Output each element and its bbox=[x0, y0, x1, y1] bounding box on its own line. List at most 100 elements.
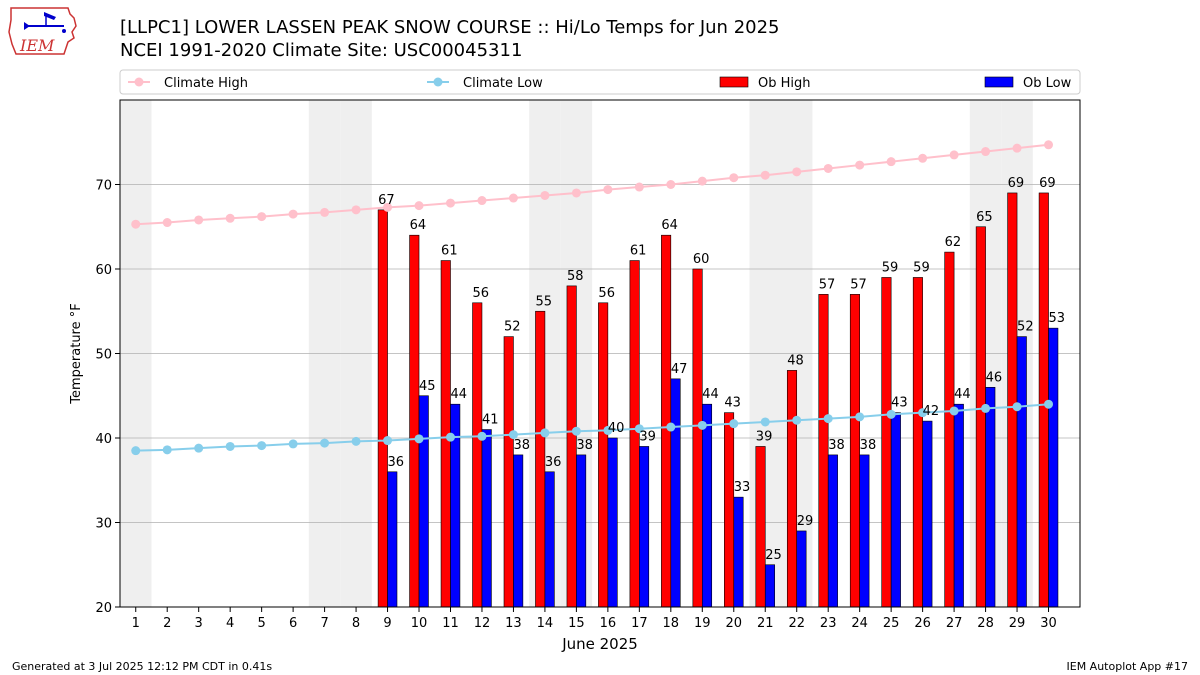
ob-low-bar bbox=[827, 454, 838, 608]
x-axis-label: June 2025 bbox=[561, 635, 638, 653]
climate-low-point bbox=[131, 446, 141, 456]
ob-high-value-label: 56 bbox=[473, 286, 490, 301]
ob-high-value-label: 52 bbox=[504, 320, 521, 335]
x-tick-label: 6 bbox=[289, 616, 297, 631]
legend-box bbox=[119, 69, 1081, 95]
ob-high-bar bbox=[755, 446, 766, 608]
x-tick-label: 11 bbox=[442, 616, 459, 631]
climate-low-point bbox=[414, 434, 424, 444]
ob-low-value-label: 38 bbox=[576, 438, 593, 453]
ob-high-bar bbox=[786, 370, 798, 608]
ob-high-value-label: 61 bbox=[630, 244, 647, 259]
ob-high-bar bbox=[692, 268, 703, 608]
ob-low-bar bbox=[796, 530, 807, 608]
ob-high-bar bbox=[944, 251, 955, 608]
climate-low-point bbox=[225, 441, 235, 451]
ob-low-bar bbox=[1016, 336, 1027, 608]
x-tick-label: 20 bbox=[725, 616, 742, 631]
climate-high-point bbox=[571, 188, 581, 198]
legend-ob-low-swatch bbox=[984, 76, 1014, 88]
climate-high-point bbox=[288, 209, 298, 219]
climate-low-point bbox=[666, 422, 676, 432]
climate-high-point bbox=[792, 167, 802, 177]
climate-low-point bbox=[634, 424, 644, 434]
ob-high-bar bbox=[472, 302, 483, 608]
ob-high-bar bbox=[1007, 192, 1018, 608]
climate-high-point bbox=[508, 193, 518, 203]
ob-low-bar bbox=[607, 437, 618, 608]
climate-low-point bbox=[383, 436, 393, 446]
x-tick-label: 30 bbox=[1040, 616, 1057, 631]
logo-text: IEM bbox=[19, 36, 55, 55]
ob-low-value-label: 42 bbox=[923, 404, 940, 419]
climate-high-point bbox=[194, 215, 204, 225]
x-tick-label: 17 bbox=[631, 616, 648, 631]
climate-high-point bbox=[634, 182, 644, 192]
climate-low-line bbox=[135, 403, 1049, 452]
y-axis-label: Temperature °F bbox=[69, 303, 84, 404]
ob-low-bar bbox=[701, 403, 713, 608]
chart-title: [LLPC1] LOWER LASSEN PEAK SNOW COURSE ::… bbox=[120, 17, 780, 38]
climate-high-point bbox=[225, 213, 235, 223]
climate-high-point bbox=[729, 173, 739, 183]
climate-low-point bbox=[320, 438, 330, 448]
climate-low-point bbox=[823, 414, 833, 424]
ob-low-bar bbox=[985, 386, 996, 608]
x-tick-label: 10 bbox=[411, 616, 428, 631]
climate-high-point bbox=[666, 180, 676, 189]
app-note: IEM Autoplot App #17 bbox=[1066, 660, 1189, 673]
x-tick-label: 25 bbox=[883, 616, 900, 631]
ob-low-bar bbox=[859, 454, 870, 608]
ob-high-bar bbox=[377, 209, 388, 608]
climate-low-point bbox=[162, 445, 172, 455]
ob-high-value-label: 64 bbox=[661, 218, 678, 233]
ob-low-bar bbox=[1048, 327, 1059, 608]
x-tick-label: 23 bbox=[820, 616, 837, 631]
iem-logo: IEM bbox=[6, 4, 82, 64]
climate-high-point bbox=[445, 198, 455, 208]
climate-low-point bbox=[1012, 402, 1022, 412]
y-tick-label: 50 bbox=[95, 348, 112, 363]
climate-high-point bbox=[414, 201, 424, 211]
ob-high-bar bbox=[598, 302, 609, 608]
ob-low-bar bbox=[733, 496, 744, 608]
ob-low-value-label: 45 bbox=[419, 379, 436, 394]
ob-low-value-label: 36 bbox=[388, 455, 405, 470]
ob-low-bar bbox=[639, 446, 650, 608]
ob-high-value-label: 56 bbox=[598, 286, 615, 301]
legend-climate-high-marker bbox=[134, 77, 144, 87]
ob-high-value-label: 67 bbox=[378, 193, 395, 208]
ob-low-bar bbox=[922, 420, 933, 608]
x-tick-label: 28 bbox=[977, 616, 994, 631]
climate-low-point bbox=[445, 432, 455, 442]
climate-high-point bbox=[131, 219, 141, 229]
plot-frame bbox=[119, 99, 1081, 608]
ob-high-bar bbox=[535, 310, 546, 608]
ob-low-value-label: 44 bbox=[702, 387, 719, 402]
climate-low-point bbox=[508, 430, 518, 440]
climate-high-point bbox=[477, 196, 487, 206]
climate-low-point bbox=[571, 426, 581, 436]
x-tick-label: 8 bbox=[352, 616, 360, 631]
x-tick-label: 9 bbox=[383, 616, 391, 631]
ob-low-value-label: 41 bbox=[482, 413, 499, 428]
ob-high-value-label: 58 bbox=[567, 269, 584, 284]
climate-high-line bbox=[135, 143, 1049, 226]
ob-low-value-label: 33 bbox=[734, 480, 751, 495]
x-tick-label: 19 bbox=[694, 616, 711, 631]
climate-low-point bbox=[918, 408, 928, 418]
legend-ob-high-swatch bbox=[719, 76, 749, 88]
ob-high-value-label: 39 bbox=[756, 429, 773, 444]
climate-low-point bbox=[351, 436, 361, 446]
climate-low-point bbox=[760, 417, 770, 427]
ob-low-bar bbox=[513, 454, 524, 608]
ob-high-bar bbox=[912, 277, 923, 608]
ob-low-bar bbox=[544, 471, 555, 608]
legend-ob-low-label: Ob Low bbox=[1023, 76, 1072, 91]
y-tick-label: 30 bbox=[95, 517, 112, 532]
ob-high-value-label: 55 bbox=[535, 294, 552, 309]
legend-ob-high-label: Ob High bbox=[758, 76, 811, 91]
climate-low-point bbox=[981, 403, 991, 413]
ob-high-bar bbox=[724, 412, 735, 608]
ob-low-bar bbox=[953, 403, 964, 608]
